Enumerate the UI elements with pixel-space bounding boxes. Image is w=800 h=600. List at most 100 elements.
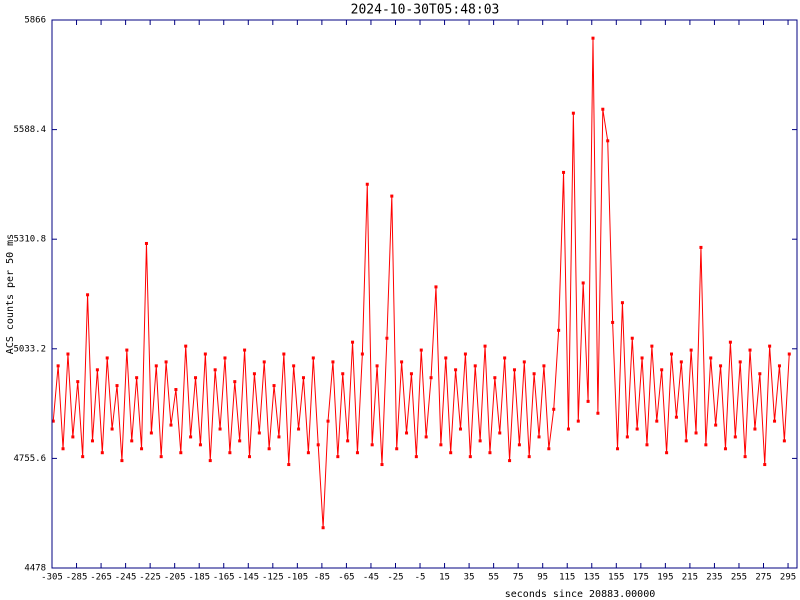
- data-line: [52, 38, 790, 528]
- chart-title: 2024-10-30T05:48:03: [351, 3, 500, 18]
- data-point: [591, 36, 595, 40]
- data-point: [753, 427, 757, 431]
- data-point: [468, 455, 472, 459]
- x-tick-label: 95: [537, 573, 548, 583]
- x-tick-label: 75: [513, 573, 524, 583]
- data-point: [483, 344, 487, 348]
- data-point: [370, 443, 374, 447]
- data-point: [454, 368, 458, 372]
- data-point: [400, 360, 404, 364]
- data-point: [655, 419, 659, 423]
- data-point: [189, 435, 193, 439]
- x-tick-label: 55: [488, 573, 499, 583]
- data-point: [498, 431, 502, 435]
- data-point: [488, 451, 492, 455]
- data-point: [149, 431, 153, 435]
- data-point: [640, 356, 644, 360]
- data-point: [743, 455, 747, 459]
- data-point: [782, 439, 786, 443]
- data-point: [61, 447, 65, 451]
- data-point: [581, 281, 585, 285]
- data-point: [723, 447, 727, 451]
- data-point: [547, 447, 551, 451]
- x-tick-label: -25: [387, 573, 403, 583]
- data-point: [728, 340, 732, 344]
- x-tick-label: 275: [755, 573, 771, 583]
- data-point: [169, 423, 173, 427]
- data-point: [537, 435, 541, 439]
- data-point: [611, 320, 615, 324]
- data-point: [517, 443, 521, 447]
- data-point: [424, 435, 428, 439]
- y-tick-label: 4478: [24, 564, 46, 574]
- data-point: [135, 376, 139, 380]
- data-point: [463, 352, 467, 356]
- data-point: [316, 443, 320, 447]
- data-point: [522, 360, 526, 364]
- data-point: [144, 241, 148, 245]
- data-point: [444, 356, 448, 360]
- data-point: [105, 356, 109, 360]
- data-point: [409, 372, 413, 376]
- data-point: [684, 439, 688, 443]
- data-point: [748, 348, 752, 352]
- data-point: [267, 447, 271, 451]
- x-tick-label: -85: [314, 573, 330, 583]
- data-point: [110, 427, 114, 431]
- data-point: [56, 364, 60, 368]
- x-tick-label: -185: [188, 573, 210, 583]
- x-tick-label: -285: [66, 573, 88, 583]
- x-tick-label: 235: [706, 573, 722, 583]
- data-point: [763, 463, 767, 467]
- data-point: [243, 348, 247, 352]
- data-point: [777, 364, 781, 368]
- data-point: [351, 340, 355, 344]
- data-point: [326, 419, 330, 423]
- data-point: [346, 439, 350, 443]
- data-point: [301, 376, 305, 380]
- data-point: [542, 364, 546, 368]
- x-tick-label: 15: [439, 573, 450, 583]
- x-tick-label: 155: [608, 573, 624, 583]
- data-point: [355, 451, 359, 455]
- y-tick-label: 5588.4: [13, 125, 46, 135]
- x-tick-label: -205: [164, 573, 186, 583]
- data-point: [660, 368, 664, 372]
- data-point: [434, 285, 438, 289]
- x-tick-label: -225: [139, 573, 161, 583]
- x-tick-label: -165: [213, 573, 235, 583]
- data-point: [277, 435, 281, 439]
- data-point: [503, 356, 507, 360]
- data-point: [635, 427, 639, 431]
- data-point: [140, 447, 144, 451]
- data-point: [336, 455, 340, 459]
- data-point: [385, 336, 389, 340]
- data-point: [184, 344, 188, 348]
- data-point: [71, 435, 75, 439]
- data-point: [81, 455, 85, 459]
- y-tick-label: 5866: [24, 16, 46, 26]
- data-point: [115, 384, 119, 388]
- x-tick-label: -305: [41, 573, 63, 583]
- x-tick-label: -145: [237, 573, 259, 583]
- data-point: [203, 352, 207, 356]
- data-point: [321, 526, 325, 530]
- data-point: [459, 427, 463, 431]
- data-point: [208, 459, 212, 463]
- data-point: [360, 352, 364, 356]
- data-point: [213, 368, 217, 372]
- data-point: [125, 348, 129, 352]
- data-point: [512, 368, 516, 372]
- data-point: [179, 451, 183, 455]
- data-point: [576, 419, 580, 423]
- data-point: [194, 376, 198, 380]
- data-point: [493, 376, 497, 380]
- data-point: [616, 447, 620, 451]
- data-point: [733, 435, 737, 439]
- data-point: [311, 356, 315, 360]
- data-point: [787, 352, 791, 356]
- data-point: [714, 423, 718, 427]
- data-point: [395, 447, 399, 451]
- data-point: [130, 439, 134, 443]
- data-point: [674, 415, 678, 419]
